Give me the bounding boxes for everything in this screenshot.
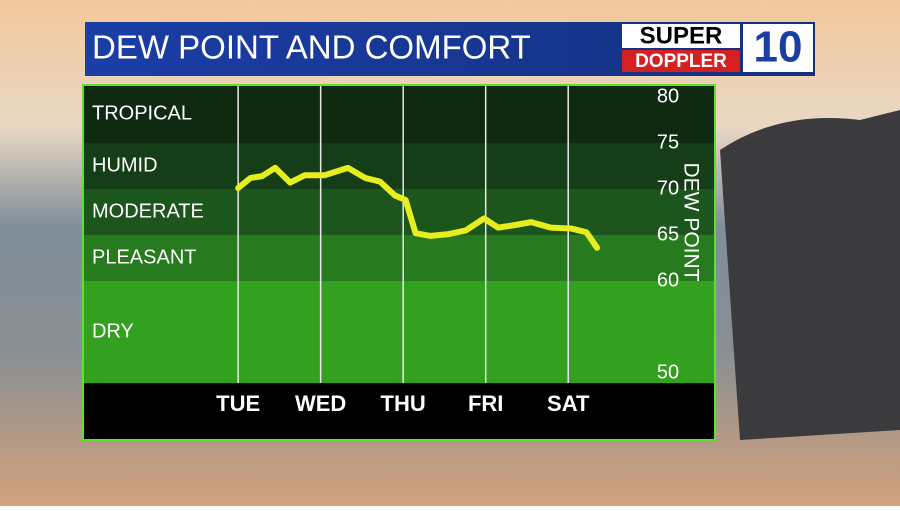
logo-box (743, 24, 813, 72)
zone-label: PLEASANT (92, 246, 196, 268)
y-tick-label: 50 (657, 361, 679, 383)
zone-label: HUMID (92, 154, 158, 176)
y-tick-label: 60 (657, 269, 679, 291)
x-tick-label: SAT (547, 391, 590, 416)
logo-box (622, 24, 740, 48)
title: DEW POINT AND COMFORT (92, 29, 531, 66)
rocks (720, 110, 900, 440)
logo: SUPER DOPPLER 10 (622, 22, 813, 72)
logo-text: DOPPLER (635, 51, 727, 72)
comfort-zone (83, 235, 715, 281)
y-tick-label: 70 (657, 177, 679, 199)
comfort-zone (83, 85, 715, 143)
comfort-zone (83, 281, 715, 384)
zone-label: MODERATE (92, 200, 204, 222)
x-tick-label: TUE (216, 391, 260, 416)
x-tick-label: THU (381, 391, 426, 416)
dew-point-line (235, 164, 601, 251)
y-tick-label: 65 (657, 223, 679, 245)
x-axis-band (83, 383, 715, 440)
logo-number: 10 (754, 23, 803, 72)
x-tick-label: FRI (468, 391, 503, 416)
y-tick-label: 80 (657, 85, 679, 107)
zone-label: DRY (92, 320, 134, 342)
x-tick-label: WED (295, 391, 346, 416)
panel-border (82, 84, 716, 441)
zone-label: TROPICAL (92, 102, 192, 124)
comfort-zone (83, 143, 715, 189)
y-tick-label: 75 (657, 131, 679, 153)
plot: TROPICAL HUMID MODERATE PLEASANT DRY TUE WED TH… (83, 85, 715, 416)
y-axis-label: DEW POINT (679, 163, 702, 282)
logo-text: SUPER (640, 22, 723, 49)
logo-box (622, 50, 740, 72)
